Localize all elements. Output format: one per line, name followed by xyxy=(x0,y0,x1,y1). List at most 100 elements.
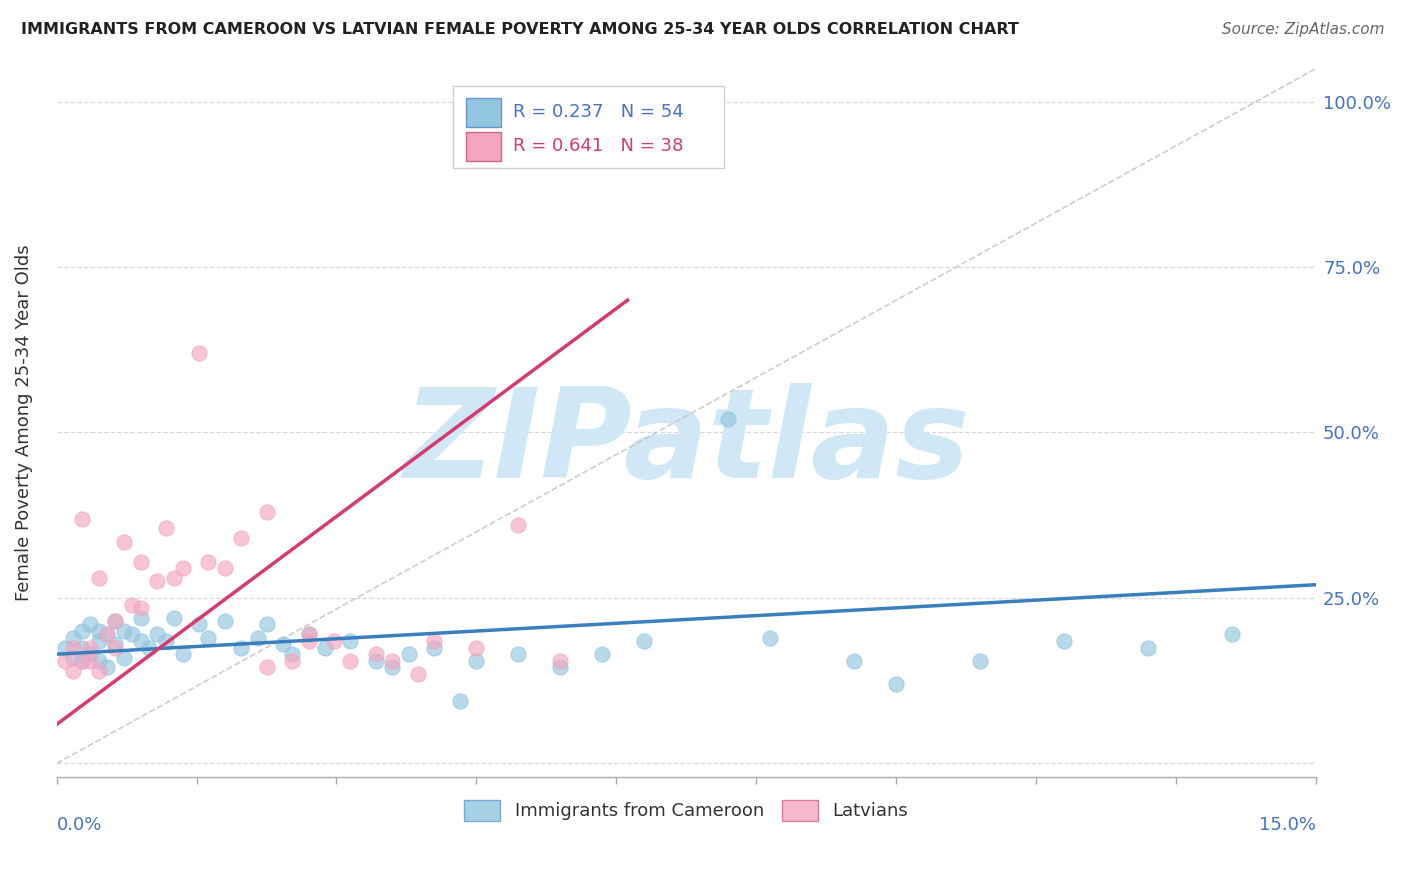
Point xyxy=(146,574,169,589)
Point xyxy=(62,631,84,645)
Point xyxy=(273,637,295,651)
Point xyxy=(197,555,219,569)
Point xyxy=(87,664,110,678)
Point xyxy=(163,611,186,625)
Point xyxy=(79,654,101,668)
Point xyxy=(121,598,143,612)
Point xyxy=(62,650,84,665)
Point xyxy=(406,667,429,681)
Point xyxy=(508,518,530,533)
Point xyxy=(449,693,471,707)
Point xyxy=(1137,640,1160,655)
Text: ZIPatlas: ZIPatlas xyxy=(404,384,970,504)
Text: IMMIGRANTS FROM CAMEROON VS LATVIAN FEMALE POVERTY AMONG 25-34 YEAR OLDS CORRELA: IMMIGRANTS FROM CAMEROON VS LATVIAN FEMA… xyxy=(21,22,1019,37)
Point xyxy=(297,634,319,648)
Point xyxy=(104,640,127,655)
Point xyxy=(79,647,101,661)
Point xyxy=(423,640,446,655)
Point xyxy=(70,624,93,638)
Legend: Immigrants from Cameroon, Latvians: Immigrants from Cameroon, Latvians xyxy=(457,792,915,828)
Point xyxy=(197,631,219,645)
Point xyxy=(297,627,319,641)
Point xyxy=(129,611,152,625)
Point xyxy=(87,654,110,668)
Point xyxy=(53,654,76,668)
Point xyxy=(129,634,152,648)
Point xyxy=(121,627,143,641)
Point xyxy=(381,660,404,674)
Point xyxy=(256,660,278,674)
Point xyxy=(112,650,135,665)
Point xyxy=(87,634,110,648)
Text: 15.0%: 15.0% xyxy=(1258,815,1316,833)
Point xyxy=(231,640,253,655)
Point xyxy=(172,647,194,661)
Point xyxy=(70,511,93,525)
Point xyxy=(322,634,344,648)
Point xyxy=(717,412,740,426)
Point xyxy=(256,505,278,519)
Point xyxy=(550,660,572,674)
Point xyxy=(188,617,211,632)
Point xyxy=(70,654,93,668)
Point xyxy=(96,627,118,641)
Point xyxy=(53,640,76,655)
Text: 0.0%: 0.0% xyxy=(56,815,103,833)
Point xyxy=(465,654,488,668)
Point xyxy=(87,571,110,585)
Text: R = 0.641   N = 38: R = 0.641 N = 38 xyxy=(513,137,683,155)
Point xyxy=(591,647,613,661)
Point xyxy=(62,640,84,655)
Y-axis label: Female Poverty Among 25-34 Year Olds: Female Poverty Among 25-34 Year Olds xyxy=(15,244,32,601)
Point xyxy=(465,640,488,655)
Point xyxy=(146,627,169,641)
Point xyxy=(314,640,336,655)
Text: R = 0.237   N = 54: R = 0.237 N = 54 xyxy=(513,103,683,121)
Point xyxy=(247,631,270,645)
Point xyxy=(884,677,907,691)
Point xyxy=(104,614,127,628)
Point xyxy=(844,654,866,668)
Point xyxy=(759,631,782,645)
Point xyxy=(172,561,194,575)
Point xyxy=(423,634,446,648)
Point xyxy=(112,624,135,638)
Point xyxy=(969,654,991,668)
Point xyxy=(231,532,253,546)
FancyBboxPatch shape xyxy=(453,87,724,168)
Point xyxy=(70,654,93,668)
Point xyxy=(364,647,387,661)
Point xyxy=(1220,627,1243,641)
Point xyxy=(633,634,655,648)
Point xyxy=(214,614,236,628)
Point xyxy=(188,346,211,360)
Point xyxy=(339,634,361,648)
Point xyxy=(129,555,152,569)
Point xyxy=(104,614,127,628)
Point xyxy=(280,647,302,661)
Point xyxy=(104,637,127,651)
Point xyxy=(70,640,93,655)
Point xyxy=(1053,634,1076,648)
Point xyxy=(87,624,110,638)
Point xyxy=(62,664,84,678)
Point xyxy=(339,654,361,668)
Point xyxy=(550,654,572,668)
Point xyxy=(163,571,186,585)
Point xyxy=(79,617,101,632)
Point xyxy=(96,660,118,674)
Point xyxy=(508,647,530,661)
Point xyxy=(398,647,420,661)
Point xyxy=(112,534,135,549)
Point xyxy=(129,600,152,615)
Point xyxy=(155,521,177,535)
Point xyxy=(79,640,101,655)
Point xyxy=(138,640,160,655)
Point xyxy=(280,654,302,668)
Point xyxy=(155,634,177,648)
Point xyxy=(214,561,236,575)
Point xyxy=(364,654,387,668)
Point xyxy=(256,617,278,632)
Point xyxy=(297,627,319,641)
Point xyxy=(381,654,404,668)
